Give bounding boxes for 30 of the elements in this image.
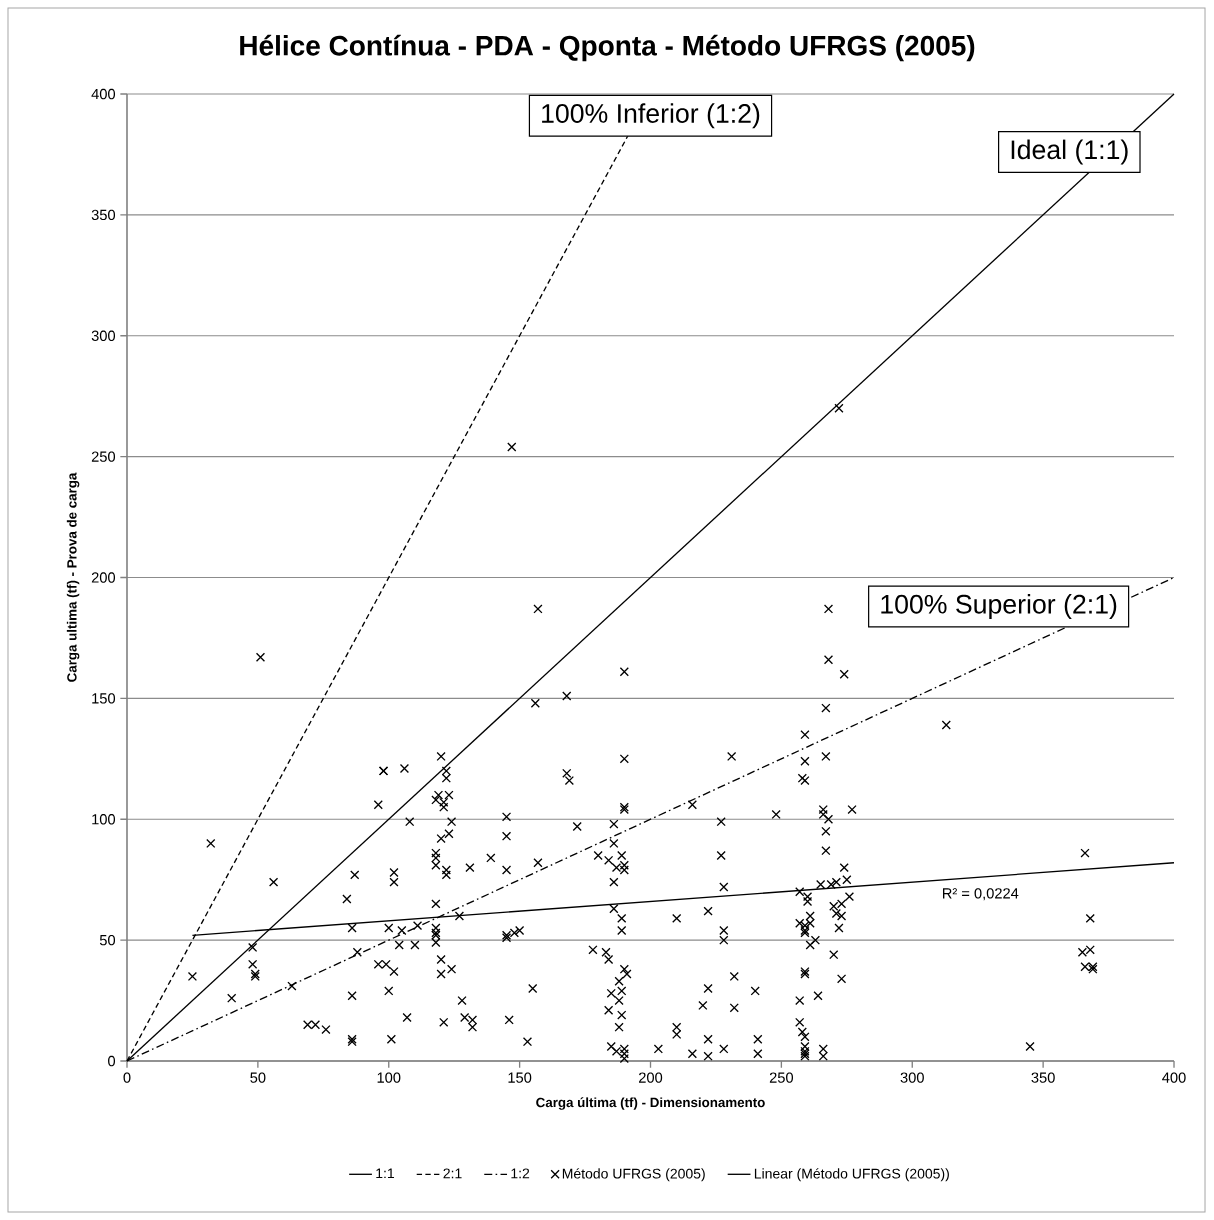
- x-tick-label: 50: [250, 1072, 266, 1083]
- x-tick-label: 250: [769, 1072, 794, 1083]
- y-tick-label: 0: [108, 1055, 116, 1067]
- x-tick-label: 400: [1162, 1072, 1186, 1083]
- y-tick-label: 300: [91, 330, 116, 341]
- legend-label: Método UFRGS (2005): [562, 1168, 705, 1182]
- annotation: 100% Inferior (1:2): [542, 103, 760, 129]
- annotation: R² = 0,0224: [943, 888, 1019, 901]
- y-tick-label: 250: [91, 451, 116, 462]
- y-tick-label: 200: [91, 572, 116, 583]
- x-tick-label: 150: [508, 1072, 532, 1083]
- legend-label: Linear (Método UFRGS (2005)): [754, 1168, 949, 1182]
- legend-label: 1:1: [376, 1168, 395, 1179]
- chart-title: Hélice Contínua - PDA - Qponta - Método UFRGS (2005): [240, 34, 975, 62]
- y-tick-label: 100: [92, 814, 116, 825]
- y-tick-label: 150: [92, 693, 116, 704]
- annotation: 100% Superior (2:1): [881, 594, 1117, 619]
- x-axis-title: Carga última (tf) - Dimensionamento: [536, 1097, 765, 1110]
- y-axis-title: Carga ultima (tf) - Prova de carga: [66, 472, 80, 682]
- x-tick-label: 350: [1031, 1072, 1055, 1083]
- x-tick-label: 200: [639, 1072, 663, 1083]
- y-tick-label: 50: [99, 934, 116, 946]
- legend-label: 1:2: [511, 1168, 530, 1179]
- legend-label: 2:1: [443, 1168, 462, 1179]
- x-tick-label: 0: [123, 1072, 131, 1083]
- annotation: Ideal (1:1): [1011, 139, 1128, 165]
- y-tick-label: 400: [91, 88, 116, 100]
- x-tick-label: 300: [900, 1072, 924, 1083]
- y-tick-label: 350: [91, 209, 116, 221]
- x-tick-label: 100: [377, 1072, 401, 1083]
